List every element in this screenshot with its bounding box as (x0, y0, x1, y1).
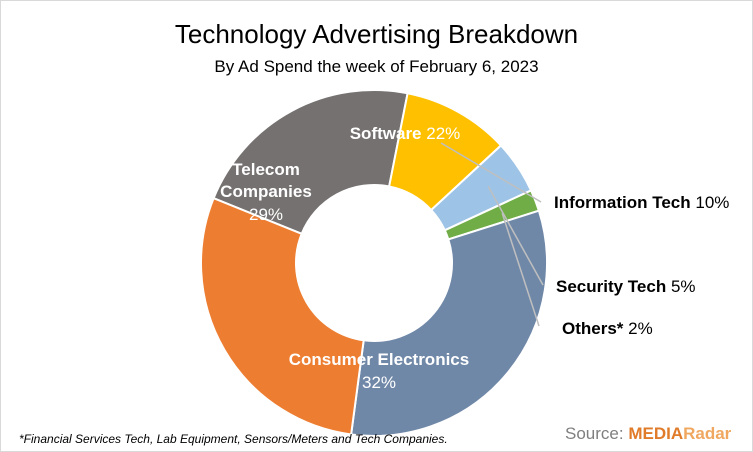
data-label-others: Others* 2% (562, 319, 653, 338)
data-label-telecom-companies: Telecom Companies 29% (220, 160, 312, 224)
leader-line-information-tech (440, 142, 542, 203)
data-label-software: Software 22% (350, 124, 461, 143)
leader-line-security-tech (487, 186, 544, 286)
data-label-security-tech: Security Tech 5% (556, 277, 696, 296)
source-prefix: Source: (565, 424, 624, 443)
source-credit: Source: MEDIARadar (565, 424, 731, 444)
brand-logo-part-2: Radar (683, 424, 732, 443)
slice-telecom-companies (200, 196, 365, 436)
chart-subtitle: By Ad Spend the week of February 6, 2023 (214, 57, 539, 76)
chart-title: Technology Advertising Breakdown (174, 19, 579, 49)
leader-line-others (501, 213, 540, 327)
data-label-information-tech: Information Tech 10% (554, 193, 729, 212)
brand-logo-part-1: MEDIA (628, 424, 684, 443)
slice-consumer-electronics (349, 209, 548, 437)
footnote: *Financial Services Tech, Lab Equipment,… (19, 432, 448, 446)
data-label-consumer-electronics: Consumer Electronics 32% (289, 350, 469, 392)
slice-software (212, 89, 409, 236)
